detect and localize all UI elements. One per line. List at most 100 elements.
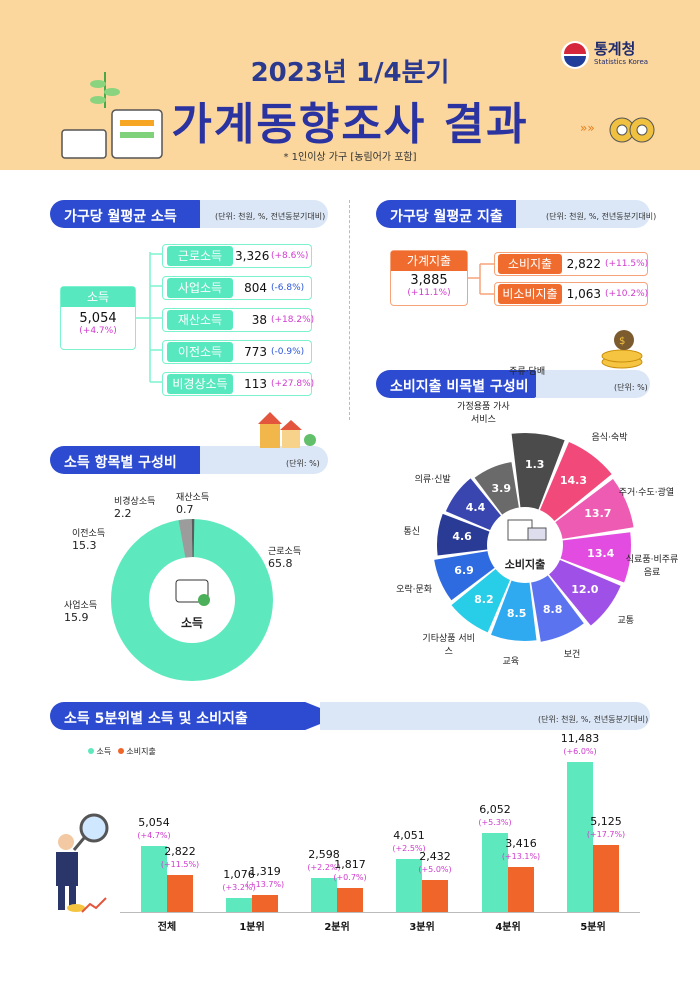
income-section-title: 가구당 월평균 소득 <box>50 200 220 228</box>
bar-change-label: (+2.5%) <box>392 844 426 854</box>
income-comp-title: 소득 항목별 구성비 <box>50 446 220 474</box>
money-bag-icon <box>198 594 210 606</box>
income-item: 사업소득 804 (-6.8%) <box>162 276 312 300</box>
income-item-label: 재산소득 <box>167 310 233 330</box>
spend-item-label: 비소비지출 <box>498 284 562 304</box>
petal-value: 1.3 <box>524 457 545 471</box>
petal-name: 기타상품 서비스 <box>422 633 475 657</box>
spend-unit: (단위: 천원, %, 전년동분기대비) <box>546 212 657 221</box>
svg-text:»»: »» <box>580 121 595 135</box>
petal-value: 12.0 <box>571 582 599 596</box>
legend-income-label: 소득 <box>96 747 112 756</box>
spend-bar <box>167 875 193 912</box>
consumption-radial-chart <box>434 433 634 642</box>
income-comp-label: 사업소득 15.9 <box>64 601 98 624</box>
bar-change-label: (+0.7%) <box>333 873 367 883</box>
spend-item: 소비지출 2,822 (+11.5%) <box>494 252 648 276</box>
income-total-box: 소득 5,054 (+4.7%) <box>60 286 136 350</box>
income-bar <box>226 897 252 912</box>
logo-subtitle: Statistics Korea <box>594 58 649 66</box>
income-bar <box>396 859 422 912</box>
quintile-unit: (단위: 천원, %, 전년동분기대비) <box>538 715 649 724</box>
bar-value-label: 2,822 <box>164 845 196 859</box>
bar-change-label: (+2.2%) <box>307 863 341 873</box>
x-category-label: 2분위 <box>324 922 350 933</box>
spend-total-value: 3,885 <box>410 273 448 288</box>
petal-value: 3.9 <box>491 482 512 496</box>
income-item: 근로소득 3,326 (+8.6%) <box>162 244 312 268</box>
bar-change-label: (+17.7%) <box>586 830 626 840</box>
bar-change-label: (+5.0%) <box>418 865 452 875</box>
bar-value-label: 11,483 <box>560 732 600 745</box>
report-period: 2023년 1/4분기 <box>250 58 450 88</box>
petal-name: 의류·신발 <box>414 475 451 486</box>
x-category-label: 4분위 <box>495 922 521 933</box>
house-illustration <box>258 412 316 448</box>
x-category-label: 전체 <box>157 922 177 933</box>
x-category-label: 5분위 <box>580 922 606 933</box>
x-axis-line <box>120 912 640 913</box>
bar-value-label: 5,125 <box>590 815 622 829</box>
income-item: 재산소득 38 (+18.2%) <box>162 308 314 332</box>
bar-value-label: 2,598 <box>308 848 340 862</box>
spend-total-box: 가계지출 3,885 (+11.1%) <box>390 250 468 306</box>
petal-name: 주류·담배 <box>509 366 546 377</box>
quintile-legend: 소득 소비지출 <box>88 746 156 757</box>
man-magnifier-illustration <box>56 813 109 913</box>
petal-name: 교육 <box>502 657 520 668</box>
petal-name: 음식·숙박 <box>591 432 628 443</box>
bar-value-label: 6,052 <box>479 802 511 816</box>
spend-bar <box>593 845 619 912</box>
income-donut-center-label: 소득 <box>180 616 204 630</box>
petal-value: 4.4 <box>465 500 486 514</box>
spend-bar <box>252 894 278 912</box>
income-bar <box>311 878 337 912</box>
income-item-change: (-6.8%) <box>271 283 305 293</box>
logo-name: 통계청 <box>594 40 636 58</box>
bar-value-label: 2,432 <box>419 850 451 864</box>
consumption-center-circle <box>487 507 563 583</box>
spend-bar <box>422 880 448 912</box>
quintile-section-band <box>320 702 650 730</box>
petal-value: 8.8 <box>542 602 563 616</box>
bar-value-label: 1,076 <box>223 867 255 881</box>
spend-tree-connector <box>468 263 496 295</box>
income-total-value: 5,054 <box>79 311 117 326</box>
income-total-label: 소득 <box>61 287 135 307</box>
money-bags-illustration: »» <box>580 117 655 143</box>
spend-total-label: 가계지출 <box>391 251 467 271</box>
income-item-change: (+27.8%) <box>271 379 315 389</box>
spend-item-value: 2,822 <box>566 257 601 271</box>
income-tree-connector <box>136 252 166 383</box>
section-divider <box>349 200 350 420</box>
income-slice-irregular <box>178 519 193 558</box>
scope-note: * 1인이상 가구 [농림어가 포함] <box>283 152 417 163</box>
spend-bar <box>508 867 534 912</box>
income-item-label: 비경상소득 <box>167 374 233 394</box>
page-title: 가계동향조사 결과 <box>171 99 529 150</box>
petal-name: 식료품·비주류음료 <box>625 555 679 579</box>
income-comp-label: 이전소득 15.3 <box>72 529 106 552</box>
income-item: 이전소득 773 (-0.9%) <box>162 340 312 364</box>
bar-value-label: 1,319 <box>249 864 281 878</box>
income-item-label: 근로소득 <box>167 246 233 266</box>
consumption-comp-unit: (단위: %) <box>614 383 648 392</box>
income-item-value: 3,326 <box>235 249 270 263</box>
income-item-label: 사업소득 <box>167 278 233 298</box>
income-bar <box>141 845 167 912</box>
income-comp-label: 재산소득 0.7 <box>176 493 210 516</box>
taegeuk-icon <box>561 41 589 69</box>
svg-text:$: $ <box>619 336 625 347</box>
income-total-change: (+4.7%) <box>79 326 117 336</box>
bar-value-label: 4,051 <box>393 829 425 843</box>
spend-section-title: 가구당 월평균 지출 <box>376 200 536 228</box>
legend-spend-dot <box>117 748 124 754</box>
petal-value: 6.9 <box>454 563 474 577</box>
bar-change-label: (+4.7%) <box>137 830 171 840</box>
coins-illustration: $ <box>601 330 643 369</box>
consumption-comp-title: 소비지출 비목별 구성비 <box>376 370 556 398</box>
petal-value: 8.2 <box>474 592 494 606</box>
card-icon <box>527 527 547 541</box>
consumption-comp-band <box>536 370 650 398</box>
income-comp-unit: (단위: %) <box>286 459 320 468</box>
